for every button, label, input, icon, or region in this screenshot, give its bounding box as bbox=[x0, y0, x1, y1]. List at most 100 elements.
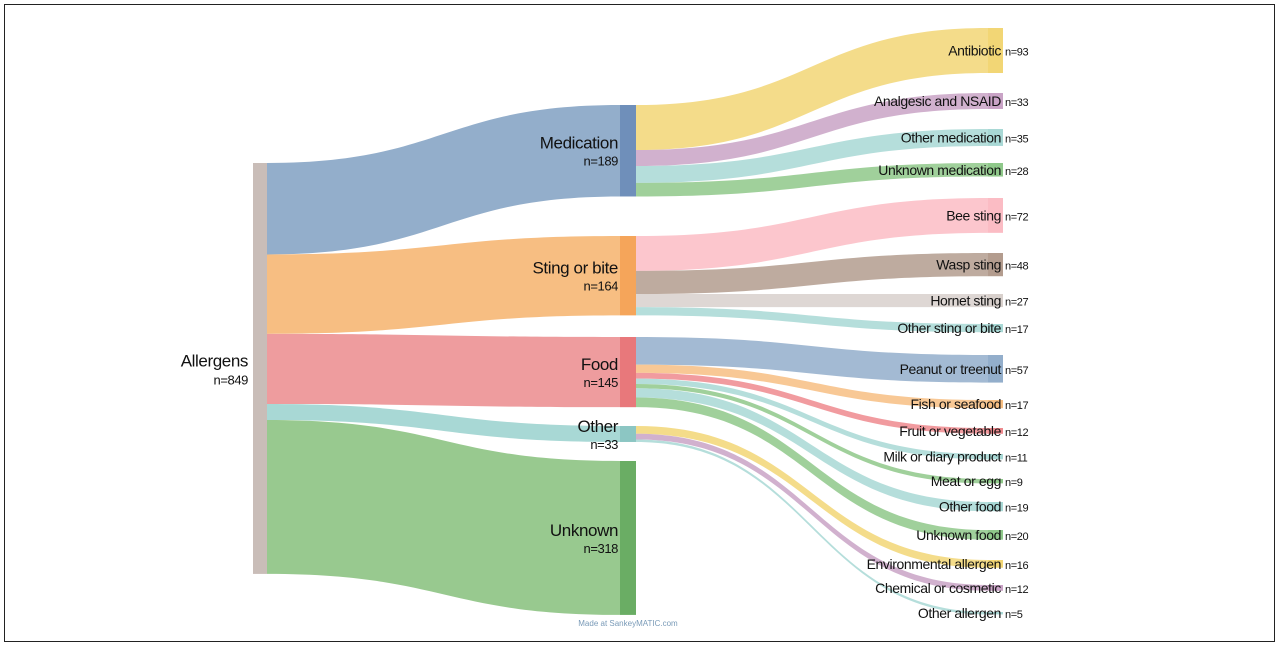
node-value-bee-sting: n=72 bbox=[1005, 211, 1028, 223]
flow-other-other-allergen bbox=[636, 439, 988, 615]
node-label-other-allergen: Other allergen bbox=[918, 605, 1001, 621]
node-label-sting-or-bite: Sting or bite bbox=[532, 259, 618, 278]
node-value-other-allergen: n=5 bbox=[1005, 609, 1023, 621]
node-value-sting-or-bite: n=164 bbox=[583, 279, 618, 294]
node-antibiotic bbox=[988, 28, 1003, 74]
node-value-chemical-or-cosmetic: n=12 bbox=[1005, 584, 1028, 596]
flow-medication-antibiotic bbox=[636, 28, 988, 151]
node-label-food: Food bbox=[581, 355, 618, 374]
flow-medication-analgesic-and-nsaid bbox=[636, 93, 988, 166]
node-wasp-sting bbox=[988, 253, 1003, 277]
node-bee-sting bbox=[988, 198, 1003, 233]
node-label-bee-sting: Bee sting bbox=[946, 207, 1001, 223]
flow-allergens-medication bbox=[267, 105, 620, 255]
node-value-analgesic-and-nsaid: n=33 bbox=[1005, 97, 1028, 109]
node-fish-or-seafood bbox=[988, 400, 1003, 409]
flow-allergens-unknown bbox=[267, 420, 620, 615]
node-value-wasp-sting: n=48 bbox=[1005, 261, 1028, 273]
nodes bbox=[253, 28, 1003, 615]
node-label-fruit-or-vegetable: Fruit or vegetable bbox=[899, 423, 1001, 439]
node-hornet-sting bbox=[988, 294, 1003, 308]
node-analgesic-and-nsaid bbox=[988, 93, 1003, 109]
node-label-other-sting-or-bite: Other sting or bite bbox=[897, 320, 1001, 336]
node-food bbox=[620, 337, 636, 408]
flow-medication-other-medication bbox=[636, 129, 988, 183]
flow-other-environmental-allergen bbox=[636, 426, 988, 568]
node-label-environmental-allergen: Environmental allergen bbox=[867, 556, 1001, 572]
node-label-wasp-sting: Wasp sting bbox=[936, 257, 1001, 273]
node-label-other-medication: Other medication bbox=[901, 129, 1001, 145]
flow-food-peanut-or-treenut bbox=[636, 337, 988, 383]
node-label-meat-or-egg: Meat or egg bbox=[931, 473, 1001, 489]
flow-food-unknown-food bbox=[636, 397, 988, 540]
node-label-unknown-medication: Unknown medication bbox=[878, 162, 1001, 178]
node-label-fish-or-seafood: Fish or seafood bbox=[911, 396, 1002, 412]
node-other-sting-or-bite bbox=[988, 324, 1003, 333]
node-peanut-or-treenut bbox=[988, 355, 1003, 383]
flow-allergens-food bbox=[267, 333, 620, 408]
node-value-peanut-or-treenut: n=57 bbox=[1005, 365, 1028, 377]
node-value-other: n=33 bbox=[590, 437, 618, 452]
node-label-antibiotic: Antibiotic bbox=[948, 43, 1001, 59]
node-value-hornet-sting: n=27 bbox=[1005, 297, 1028, 309]
node-unknown-medication bbox=[988, 163, 1003, 177]
node-value-unknown-medication: n=28 bbox=[1005, 166, 1028, 178]
node-label-other: Other bbox=[577, 417, 618, 436]
flow-food-milk-or-diary-product bbox=[636, 378, 988, 460]
node-unknown bbox=[620, 461, 636, 615]
node-label-unknown: Unknown bbox=[550, 521, 618, 540]
node-value-unknown-food: n=20 bbox=[1005, 531, 1028, 543]
figure-frame bbox=[4, 4, 1275, 642]
node-value-other-food: n=19 bbox=[1005, 503, 1028, 515]
node-label-allergens: Allergens bbox=[181, 351, 248, 370]
node-value-other-sting-or-bite: n=17 bbox=[1005, 324, 1028, 336]
flow-allergens-sting-or-bite bbox=[267, 236, 620, 334]
node-value-fruit-or-vegetable: n=12 bbox=[1005, 427, 1028, 439]
node-value-environmental-allergen: n=16 bbox=[1005, 560, 1028, 572]
node-allergens bbox=[253, 163, 267, 574]
node-value-milk-or-diary-product: n=11 bbox=[1005, 453, 1028, 465]
node-label-medication: Medication bbox=[540, 134, 618, 153]
node-meat-or-egg bbox=[988, 479, 1003, 484]
node-environmental-allergen bbox=[988, 560, 1003, 568]
node-value-antibiotic: n=93 bbox=[1005, 47, 1028, 59]
node-value-fish-or-seafood: n=17 bbox=[1005, 400, 1028, 412]
flows bbox=[267, 28, 988, 615]
node-value-medication: n=189 bbox=[583, 154, 618, 169]
node-other-food bbox=[988, 502, 1003, 512]
node-label-other-food: Other food bbox=[939, 499, 1001, 515]
flow-food-other-food bbox=[636, 388, 988, 512]
node-label-analgesic-and-nsaid: Analgesic and NSAID bbox=[874, 93, 1001, 109]
flow-medication-unknown-medication bbox=[636, 163, 988, 197]
flow-sting-or-bite-bee-sting bbox=[636, 198, 988, 271]
node-other bbox=[620, 426, 636, 442]
node-other-allergen bbox=[988, 612, 1003, 615]
node-value-unknown: n=318 bbox=[583, 541, 618, 556]
node-value-allergens: n=849 bbox=[213, 372, 248, 387]
node-value-food: n=145 bbox=[583, 375, 618, 390]
node-label-milk-or-diary-product: Milk or diary product bbox=[883, 449, 1001, 465]
flow-food-fruit-or-vegetable bbox=[636, 372, 988, 434]
flow-sting-or-bite-hornet-sting bbox=[636, 294, 988, 308]
node-other-medication bbox=[988, 129, 1003, 146]
node-value-other-medication: n=35 bbox=[1005, 133, 1028, 145]
node-unknown-food bbox=[988, 530, 1003, 540]
node-label-hornet-sting: Hornet sting bbox=[930, 293, 1001, 309]
node-fruit-or-vegetable bbox=[988, 428, 1003, 434]
flow-food-meat-or-egg bbox=[636, 383, 988, 484]
flow-allergens-other bbox=[267, 404, 620, 442]
node-label-peanut-or-treenut: Peanut or treenut bbox=[900, 361, 1002, 377]
node-label-chemical-or-cosmetic: Chemical or cosmetic bbox=[875, 580, 1001, 596]
flow-food-fish-or-seafood bbox=[636, 364, 988, 409]
node-sting-or-bite bbox=[620, 236, 636, 316]
node-milk-or-diary-product bbox=[988, 454, 1003, 460]
node-value-meat-or-egg: n=9 bbox=[1005, 477, 1023, 489]
node-label-unknown-food: Unknown food bbox=[916, 527, 1001, 543]
credit-text: Made at SankeyMATIC.com bbox=[578, 619, 678, 628]
flow-sting-or-bite-wasp-sting bbox=[636, 253, 988, 295]
node-chemical-or-cosmetic bbox=[988, 585, 1003, 591]
node-medication bbox=[620, 105, 636, 197]
flow-other-chemical-or-cosmetic bbox=[636, 433, 988, 591]
